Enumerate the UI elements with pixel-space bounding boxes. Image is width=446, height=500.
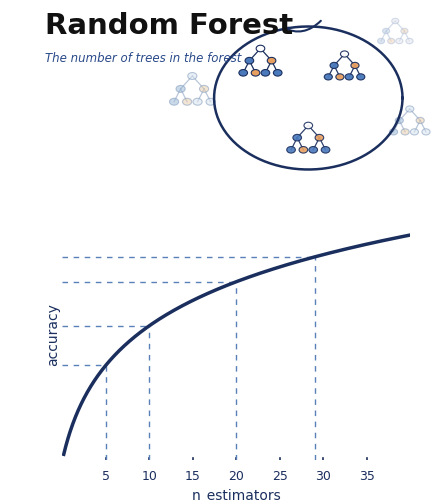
Circle shape	[193, 98, 202, 105]
Circle shape	[377, 38, 384, 44]
Circle shape	[345, 74, 353, 80]
Circle shape	[422, 129, 430, 135]
Circle shape	[273, 70, 282, 76]
Circle shape	[206, 98, 215, 105]
Circle shape	[416, 118, 424, 124]
Circle shape	[176, 86, 185, 92]
Y-axis label: accuracy: accuracy	[45, 304, 60, 366]
Circle shape	[351, 62, 359, 68]
Circle shape	[340, 51, 349, 57]
Circle shape	[388, 38, 395, 44]
Circle shape	[389, 129, 397, 135]
Circle shape	[330, 62, 338, 68]
Circle shape	[336, 74, 344, 80]
Circle shape	[410, 129, 418, 135]
Circle shape	[199, 86, 209, 92]
Circle shape	[315, 134, 324, 141]
Circle shape	[321, 146, 330, 153]
Circle shape	[169, 98, 179, 105]
Circle shape	[392, 18, 399, 24]
Circle shape	[267, 58, 276, 64]
Circle shape	[406, 106, 414, 112]
Circle shape	[299, 146, 308, 153]
Circle shape	[245, 58, 254, 64]
Circle shape	[395, 118, 403, 124]
Circle shape	[239, 70, 248, 76]
Circle shape	[357, 74, 365, 80]
Circle shape	[293, 134, 301, 141]
Text: Random Forest: Random Forest	[45, 12, 293, 40]
Circle shape	[383, 28, 390, 34]
Circle shape	[261, 70, 270, 76]
Circle shape	[396, 38, 403, 44]
Circle shape	[406, 38, 413, 44]
Circle shape	[401, 28, 408, 34]
Circle shape	[401, 129, 409, 135]
X-axis label: n_estimators: n_estimators	[191, 489, 281, 500]
Circle shape	[251, 70, 260, 76]
Circle shape	[324, 74, 332, 80]
Circle shape	[188, 72, 197, 80]
Circle shape	[287, 146, 295, 153]
Circle shape	[256, 45, 265, 52]
Text: The number of trees in the forest: The number of trees in the forest	[45, 52, 241, 66]
Circle shape	[309, 146, 318, 153]
Circle shape	[182, 98, 192, 105]
Circle shape	[304, 122, 313, 129]
